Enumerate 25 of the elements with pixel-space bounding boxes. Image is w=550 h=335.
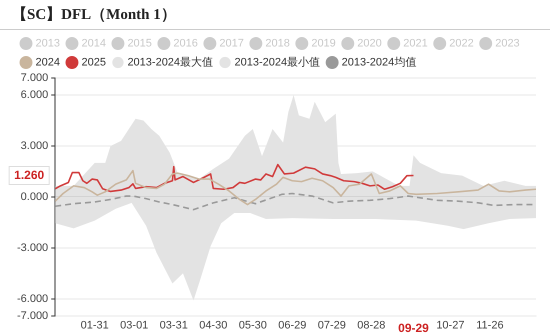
x-tick-label: 11-26	[476, 319, 504, 332]
text: 09-29	[398, 321, 430, 335]
chart-title: 【SC】DFL（Month 1）	[0, 0, 550, 30]
y-tick-label: 0.000	[20, 190, 48, 203]
x-tick-label: 03-31	[160, 319, 188, 332]
legend-label: 2013-2024均值	[342, 56, 416, 69]
text: 1.260	[14, 168, 45, 182]
x-tick-label: 05-30	[238, 319, 267, 332]
x-tick-label: 03-01	[120, 319, 148, 332]
legend-label: 2013-2024最大值	[127, 56, 214, 69]
y-tick-label: -7.000	[16, 310, 48, 322]
x-tick-label: 07-29	[318, 319, 346, 332]
y-tick-label: 3.000	[20, 140, 48, 152]
x-tick-label: 06-29	[278, 319, 306, 332]
x-tick-label: 01-31	[80, 319, 109, 332]
x-tick-label: 04-30	[199, 319, 228, 332]
y-tick-label: -3.000	[16, 242, 48, 254]
y-tick-label: 6.000	[20, 89, 48, 102]
legend-label: 2025	[81, 56, 106, 69]
y-tick-label: -6.000	[16, 292, 48, 305]
legend-label: 2013-2024最小值	[234, 56, 320, 69]
x-tick-label: 10-27	[436, 319, 464, 332]
legend-label: 2024	[36, 56, 60, 69]
y-tick-label: 7.000	[20, 72, 48, 84]
x-tick-label: 08-28	[357, 319, 386, 332]
